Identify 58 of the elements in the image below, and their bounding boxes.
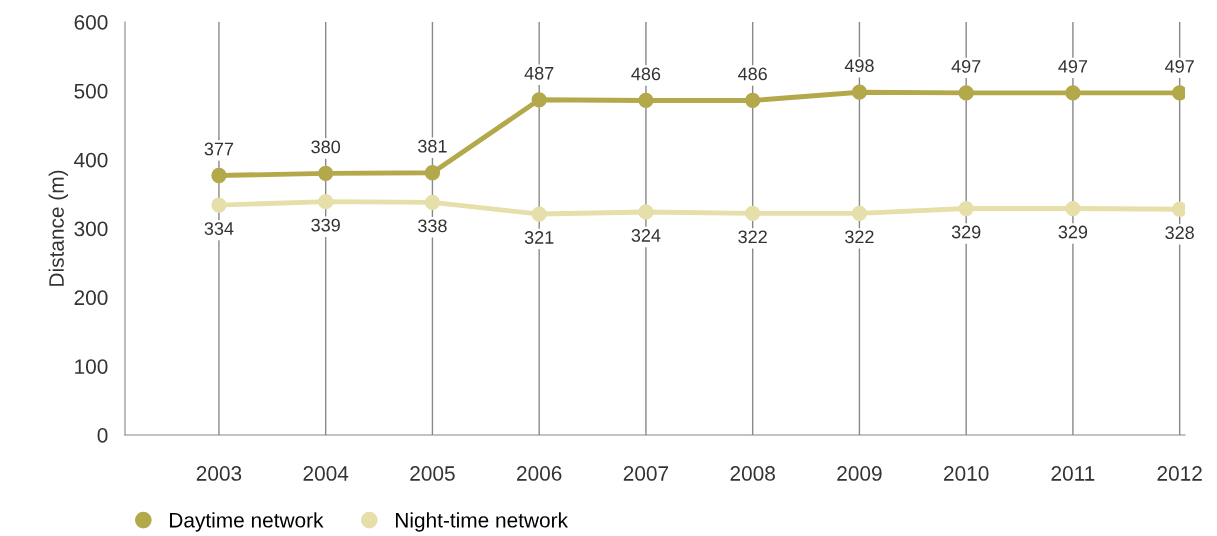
point [424, 194, 441, 210]
data-label: 497 [1165, 59, 1194, 73]
legend-label: Daytime network [170, 512, 324, 532]
y-tick-label: 500 [74, 83, 108, 99]
point [851, 205, 868, 221]
point [1065, 85, 1081, 101]
point [531, 92, 547, 108]
point [1065, 200, 1081, 217]
data-label: 328 [1165, 226, 1194, 240]
data-label: 322 [845, 230, 874, 244]
x-tick-label: 2011 [1051, 466, 1095, 481]
x-tick-label: 2007 [623, 466, 669, 481]
data-label: 497 [951, 59, 981, 73]
data-label: 334 [204, 222, 234, 235]
data-label: 497 [1058, 59, 1088, 73]
data-label: 498 [844, 59, 874, 73]
y-tick-label: 0 [97, 428, 108, 443]
data-label: 338 [418, 219, 447, 233]
data-label: 486 [738, 67, 767, 81]
data-label: 322 [738, 230, 767, 244]
point [745, 92, 761, 109]
y-tick-label: 400 [74, 152, 108, 168]
data-label: 377 [204, 142, 234, 156]
data-label: 329 [951, 225, 981, 239]
point [851, 84, 868, 100]
x-tick-label: 2006 [517, 466, 562, 481]
point [531, 206, 547, 222]
x-tick-label: 2010 [944, 466, 989, 481]
x-tick-label: 2012 [1157, 466, 1202, 481]
point [638, 204, 654, 220]
point [318, 165, 334, 182]
y-tick-label: 200 [74, 290, 108, 306]
x-tick-label: 2003 [196, 466, 242, 481]
data-label: 324 [631, 229, 661, 242]
y-axis-title: Distance (m) [48, 170, 69, 286]
data-label: 486 [631, 67, 661, 81]
x-tick-label: 2009 [837, 466, 882, 481]
point [211, 167, 227, 184]
y-tick-label: 300 [74, 221, 108, 237]
y-tick-label: 100 [75, 359, 108, 374]
x-tick-label: 2008 [730, 466, 775, 481]
point [638, 92, 654, 109]
data-label: 381 [418, 139, 447, 153]
point [318, 194, 334, 210]
point [958, 85, 974, 101]
point [211, 197, 227, 213]
point [958, 200, 974, 217]
y-tick-label: 600 [74, 15, 108, 30]
data-label: 487 [524, 66, 554, 80]
x-tick-label: 2004 [303, 466, 349, 481]
data-label: 339 [311, 218, 340, 232]
data-label: 329 [1058, 225, 1088, 239]
legend-label: Night-time network [396, 512, 568, 532]
data-label: 380 [311, 140, 341, 154]
point [424, 165, 441, 181]
point [745, 205, 761, 221]
x-tick-label: 2005 [410, 466, 455, 481]
data-label: 321 [524, 231, 554, 244]
